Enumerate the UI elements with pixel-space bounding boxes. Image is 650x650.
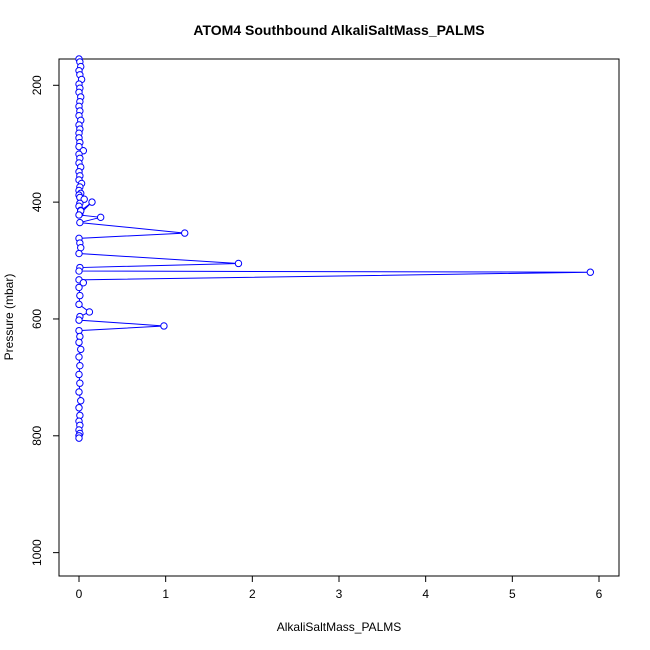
data-point	[75, 249, 83, 258]
chart-title: ATOM4 Southbound AlkaliSaltMass_PALMS	[193, 22, 484, 38]
data-point	[76, 379, 84, 387]
y-tick-label: 1000	[30, 539, 44, 566]
data-point	[77, 345, 85, 354]
y-tick-label: 400	[30, 192, 44, 212]
x-axis-label: AlkaliSaltMass_PALMS	[277, 620, 402, 634]
data-point	[76, 218, 84, 227]
data-point	[96, 213, 105, 222]
data-point	[75, 316, 83, 324]
data-point	[79, 279, 88, 287]
x-tick-label: 2	[249, 587, 256, 601]
data-point	[75, 338, 83, 347]
x-axis: 0 1 2 3 4 5 6	[76, 576, 603, 601]
y-axis: 200 400 600 800 1000	[30, 75, 59, 566]
x-tick-label: 3	[336, 587, 343, 601]
y-tick-label: 800	[30, 425, 44, 445]
data-point	[75, 434, 83, 442]
series-layer	[75, 55, 595, 442]
data-point	[75, 300, 83, 309]
data-point	[586, 268, 595, 276]
data-point	[75, 353, 83, 361]
y-tick-label: 600	[30, 309, 44, 329]
data-point	[77, 397, 85, 405]
data-point	[181, 229, 189, 237]
data-point	[75, 211, 83, 219]
data-point	[75, 370, 83, 379]
series-line	[77, 58, 591, 439]
data-point	[85, 308, 94, 316]
y-tick-label: 200	[30, 75, 44, 95]
data-point	[75, 267, 83, 275]
data-point	[75, 326, 83, 335]
data-point	[88, 198, 96, 206]
data-point	[160, 322, 168, 330]
data-point	[75, 388, 83, 396]
data-point	[76, 291, 84, 300]
data-point	[76, 411, 84, 420]
data-point	[76, 332, 84, 341]
y-axis-label: Pressure (mbar)	[2, 274, 16, 361]
x-tick-label: 0	[76, 587, 83, 601]
x-tick-label: 1	[162, 587, 169, 601]
plot-frame	[58, 58, 620, 577]
x-tick-label: 5	[509, 587, 516, 601]
x-tick-label: 4	[422, 587, 429, 601]
data-point	[75, 404, 83, 412]
x-tick-label: 6	[596, 587, 603, 601]
data-point	[76, 361, 84, 370]
data-point	[234, 259, 243, 268]
data-point	[75, 283, 83, 292]
